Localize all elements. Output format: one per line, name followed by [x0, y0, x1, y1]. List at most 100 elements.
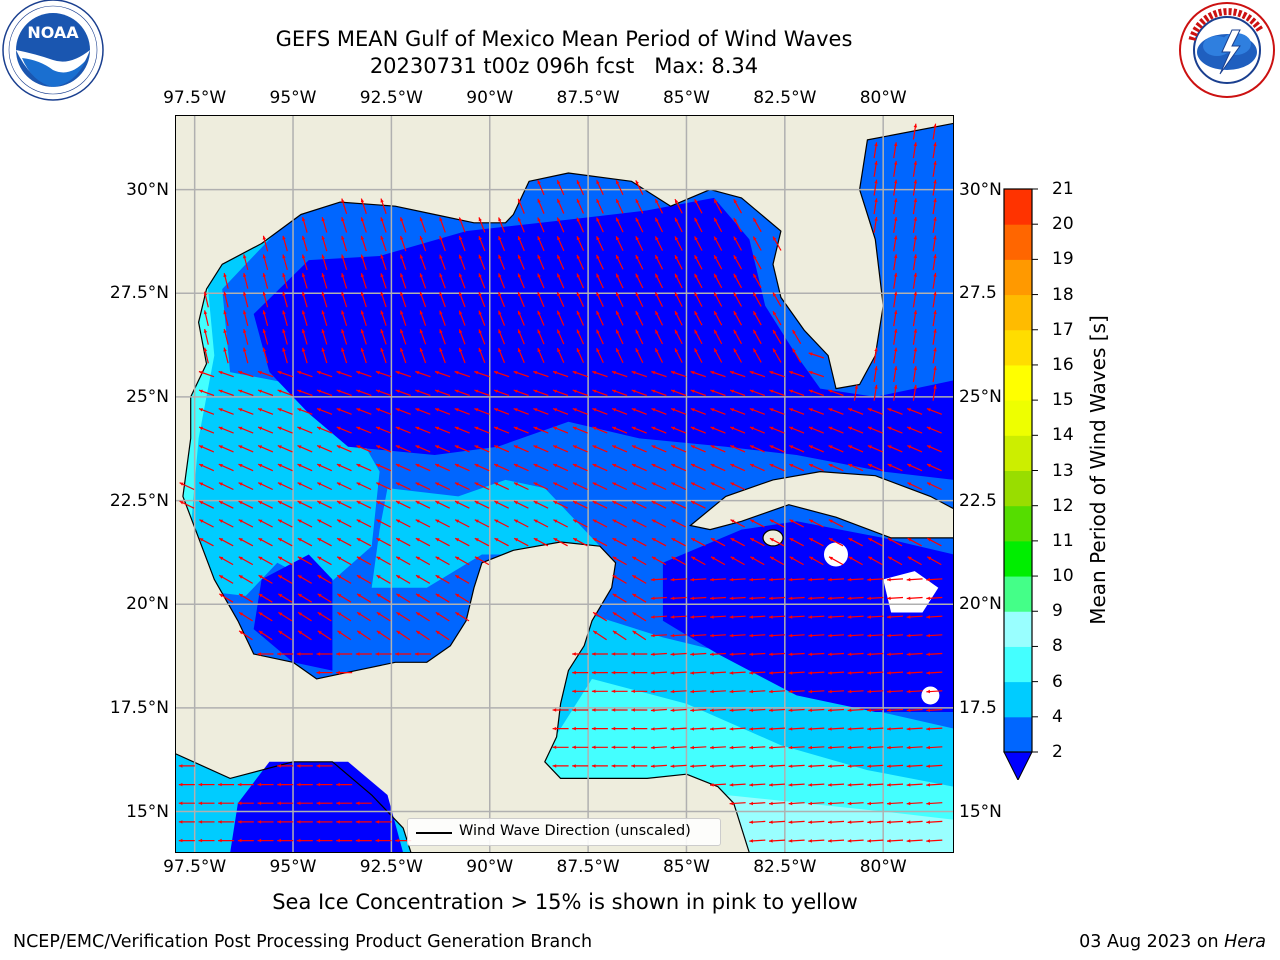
wave-direction-arrowhead — [356, 445, 361, 449]
wave-direction-arrowhead — [238, 501, 243, 505]
lat-label-left: 17.5°N — [109, 697, 169, 718]
wave-direction-arrowhead — [356, 556, 361, 561]
wave-direction-arrowhead — [894, 272, 898, 277]
wave-direction-arrowhead — [278, 612, 283, 616]
wave-direction-arrowhead — [631, 426, 636, 431]
wave-direction-arrowhead — [341, 235, 345, 240]
wave-direction-arrowhead — [906, 633, 911, 638]
wave-direction-arrowhead — [632, 612, 637, 616]
wave-direction-arrowhead — [710, 482, 715, 486]
wave-direction-arrowhead — [749, 577, 753, 582]
wave-direction-arrowhead — [670, 745, 675, 750]
wave-direction-arrowhead — [360, 217, 365, 222]
wave-direction-arrowhead — [867, 596, 871, 600]
wave-direction-arrowhead — [396, 593, 401, 598]
wave-direction-arrowhead — [769, 596, 773, 600]
wave-direction-arrowhead — [218, 426, 223, 431]
wave-direction-arrowhead — [553, 538, 558, 542]
wave-direction-arrowhead — [926, 745, 930, 750]
wave-direction-arrowhead — [513, 371, 518, 375]
wave-direction-arrowhead — [867, 689, 871, 694]
wave-direction-arrowhead — [730, 464, 735, 468]
wave-direction-arrowhead — [906, 764, 911, 768]
wave-direction-arrowhead — [576, 217, 580, 222]
wave-direction-arrowhead — [258, 538, 263, 542]
wave-direction-arrowhead — [533, 408, 538, 412]
wave-direction-arrowhead — [933, 310, 937, 315]
wave-direction-arrowhead — [887, 615, 891, 619]
wave-direction-arrowhead — [616, 273, 620, 278]
wave-direction-arrowhead — [278, 593, 283, 598]
wave-direction-arrowhead — [926, 671, 930, 675]
wave-direction-arrowhead — [710, 764, 714, 768]
wave-direction-arrowhead — [380, 329, 384, 334]
pacific-coastline — [175, 752, 412, 853]
wave-direction-arrowhead — [596, 310, 600, 315]
wave-direction-arrowhead — [237, 782, 242, 787]
wave-direction-arrowhead — [552, 708, 557, 712]
wave-direction-arrowhead — [933, 291, 937, 296]
wave-direction-arrowhead — [336, 670, 340, 675]
colorbar-tick-label: 16 — [1052, 354, 1074, 375]
wave-direction-arrowhead — [376, 575, 381, 579]
wave-direction-arrowhead — [459, 273, 463, 278]
wave-direction-arrowhead — [906, 745, 911, 750]
wave-direction-arrowhead — [419, 236, 423, 240]
wave-direction-arrowhead — [199, 389, 203, 393]
wave-direction-arrowhead — [632, 575, 637, 579]
wave-direction-arrowhead — [478, 310, 482, 315]
wave-direction-arrowhead — [419, 329, 423, 334]
wave-direction-arrowhead — [867, 783, 871, 787]
wave-direction-arrowhead — [612, 519, 617, 523]
wave-direction-arrowhead — [894, 310, 898, 315]
wave-direction-arrowhead — [533, 464, 538, 468]
wave-direction-arrowhead — [809, 538, 814, 542]
wave-direction-arrowhead — [454, 426, 459, 431]
wave-direction-arrowhead — [671, 371, 675, 375]
wave-direction-arrowhead — [631, 726, 635, 731]
wave-direction-arrowhead — [847, 596, 852, 600]
wave-direction-arrowhead — [650, 727, 655, 731]
wave-direction-arrowhead — [631, 371, 636, 375]
wave-direction-arrowhead — [808, 615, 812, 619]
wave-direction-arrowhead — [238, 408, 243, 412]
wave-direction-arrowhead — [769, 371, 774, 375]
wave-direction-arrowhead — [416, 630, 421, 635]
wave-direction-arrowhead — [769, 538, 774, 542]
wave-direction-arrowhead — [596, 329, 600, 334]
wave-direction-arrowhead — [655, 255, 659, 259]
wave-direction-arrowhead — [297, 538, 302, 542]
wave-direction-arrowhead — [258, 612, 263, 616]
wave-direction-arrowhead — [792, 329, 796, 334]
wave-direction-arrowhead — [788, 764, 793, 768]
wave-direction-arrowhead — [828, 783, 832, 787]
wave-direction-arrowhead — [356, 519, 361, 523]
wave-direction-arrowhead — [612, 630, 617, 635]
wave-direction-arrowhead — [789, 464, 794, 468]
lat-label-left: 30°N — [126, 179, 169, 200]
wave-direction-arrowhead — [691, 464, 695, 468]
wave-direction-arrowhead — [513, 389, 518, 393]
wave-direction-arrowhead — [572, 389, 577, 393]
wave-direction-arrowhead — [415, 482, 420, 486]
lon-label-top: 90°W — [466, 88, 514, 108]
wave-direction-arrowhead — [906, 689, 911, 694]
wave-direction-arrowhead — [789, 538, 794, 542]
wave-direction-arrowhead — [651, 482, 656, 486]
wave-direction-arrowhead — [572, 708, 576, 712]
wave-direction-arrowhead — [753, 292, 757, 297]
wave-direction-arrowhead — [360, 310, 365, 315]
wave-direction-arrowhead — [808, 783, 812, 787]
wave-direction-arrowhead — [733, 329, 737, 334]
wave-direction-arrowhead — [238, 556, 243, 561]
wave-direction-arrowhead — [733, 217, 737, 222]
wave-direction-arrowhead — [792, 348, 796, 353]
wave-direction-arrowhead — [400, 347, 404, 352]
wave-direction-arrowhead — [847, 689, 852, 694]
wave-direction-arrowhead — [906, 727, 911, 731]
colorbar-tick-label: 11 — [1052, 530, 1074, 551]
wave-direction-arrowhead — [887, 671, 891, 675]
wave-direction-arrowhead — [396, 519, 401, 523]
wave-direction-arrowhead — [435, 593, 440, 598]
wave-direction-arrowhead — [321, 310, 325, 315]
